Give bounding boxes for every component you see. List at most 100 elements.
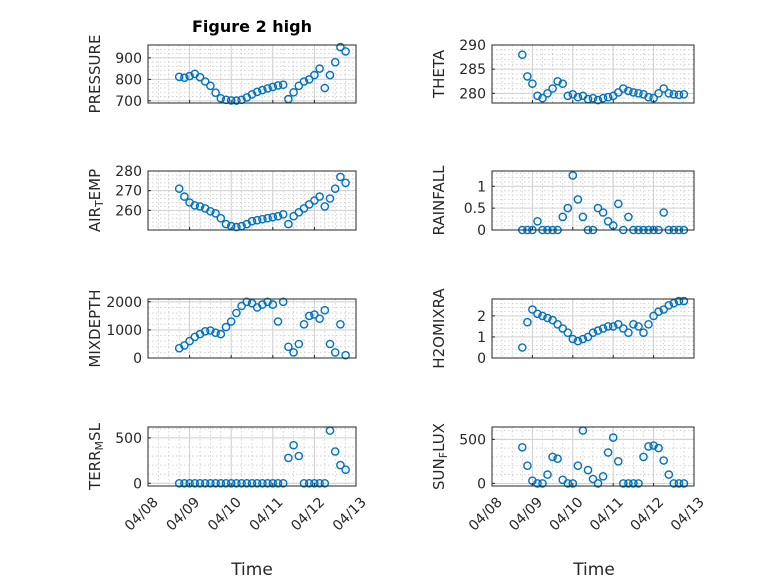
y-axis-label-part: SUN xyxy=(430,458,448,490)
axes-frame xyxy=(147,426,357,487)
y-tick-label: 0 xyxy=(477,351,486,367)
data-point xyxy=(543,470,552,479)
data-point xyxy=(533,216,542,226)
data-point xyxy=(679,296,689,306)
data-point xyxy=(664,470,674,479)
data-point xyxy=(553,77,562,86)
data-point xyxy=(341,47,350,56)
data-point xyxy=(649,441,658,450)
data-point xyxy=(211,478,220,488)
subplot-8: 0 500 04/08 04/09 04/10 04/11 04/12 04/13 SUNFLU… xyxy=(430,423,708,534)
x-tick-label: 04/13 xyxy=(668,494,708,534)
data-point xyxy=(603,216,613,226)
data-point xyxy=(263,213,272,223)
data-point xyxy=(518,343,527,352)
data-point xyxy=(674,479,684,488)
y-tick-label: 2000 xyxy=(106,295,142,311)
data-point xyxy=(200,478,210,488)
data-point xyxy=(593,326,603,335)
data-point xyxy=(608,322,618,331)
subplot-2: 280 285 290 THETA xyxy=(430,38,695,105)
y-axis-label-part: LUX xyxy=(430,423,448,452)
data-point xyxy=(336,42,345,52)
data-point xyxy=(216,94,226,103)
data-point xyxy=(578,334,588,344)
data-point xyxy=(558,212,568,222)
data-point xyxy=(341,178,350,188)
data-point xyxy=(523,317,532,327)
data-point xyxy=(341,350,350,360)
axes-frame xyxy=(147,44,357,104)
data-point xyxy=(583,332,593,342)
y-tick-label: 800 xyxy=(115,72,142,88)
y-axis-label-part: AIR xyxy=(86,207,104,232)
data-point xyxy=(583,465,593,475)
data-point xyxy=(548,315,557,325)
data-point xyxy=(304,478,314,488)
data-point xyxy=(258,478,267,488)
subplot-3: 260 270 280 AIRTEMP xyxy=(86,164,357,232)
data-point xyxy=(294,339,304,349)
data-point xyxy=(654,443,663,453)
data-point xyxy=(593,479,603,488)
data-point xyxy=(538,479,547,488)
data-point xyxy=(216,329,226,339)
data-point xyxy=(669,298,679,308)
y-tick-label: 0 xyxy=(477,476,486,492)
data-point xyxy=(284,453,293,463)
data-point xyxy=(232,222,241,232)
data-point xyxy=(624,479,633,488)
data-point xyxy=(330,57,340,67)
data-point xyxy=(336,172,345,182)
y-tick-label: 1 xyxy=(477,179,486,195)
data-point xyxy=(518,50,527,60)
data-point xyxy=(644,319,653,329)
y-axis-label: RAINFALL xyxy=(430,165,448,236)
data-point xyxy=(221,478,231,488)
data-point xyxy=(200,326,210,336)
data-point xyxy=(603,92,613,102)
data-point xyxy=(247,216,257,226)
data-point xyxy=(336,460,345,470)
x-tick-label: 04/11 xyxy=(247,494,287,534)
data-series xyxy=(518,426,689,488)
y-tick-label: 280 xyxy=(115,164,142,180)
data-point xyxy=(573,195,583,204)
y-tick-label: 500 xyxy=(115,431,142,447)
data-point xyxy=(624,328,633,338)
x-axis-label-left: Time xyxy=(230,560,273,580)
data-point xyxy=(598,208,608,217)
data-point xyxy=(598,324,608,333)
data-point xyxy=(659,208,669,217)
y-axis-label-part: RAINFALL xyxy=(430,165,448,236)
data-point xyxy=(232,96,241,105)
data-point xyxy=(619,324,628,333)
data-point xyxy=(258,85,267,95)
data-point xyxy=(674,90,684,100)
data-point xyxy=(299,77,309,86)
data-point xyxy=(325,70,335,80)
data-point xyxy=(226,96,236,105)
data-point xyxy=(588,328,598,338)
y-tick-label: 700 xyxy=(115,94,142,110)
y-tick-label: 900 xyxy=(115,51,142,67)
data-point xyxy=(538,93,547,103)
data-point xyxy=(629,319,638,329)
data-point xyxy=(200,77,210,86)
data-point xyxy=(568,171,578,180)
x-axis-label-right: Time xyxy=(572,560,615,580)
axes-frame xyxy=(147,298,357,359)
data-point xyxy=(649,311,658,321)
data-point xyxy=(237,301,246,311)
data-point xyxy=(268,212,278,222)
x-tick-label: 04/13 xyxy=(330,494,370,534)
data-point xyxy=(304,311,314,321)
data-point xyxy=(568,334,578,344)
data-point xyxy=(593,203,603,213)
data-point xyxy=(315,64,324,73)
data-point xyxy=(320,478,330,488)
data-point xyxy=(174,184,184,193)
data-point xyxy=(304,75,314,84)
data-point xyxy=(185,478,194,488)
